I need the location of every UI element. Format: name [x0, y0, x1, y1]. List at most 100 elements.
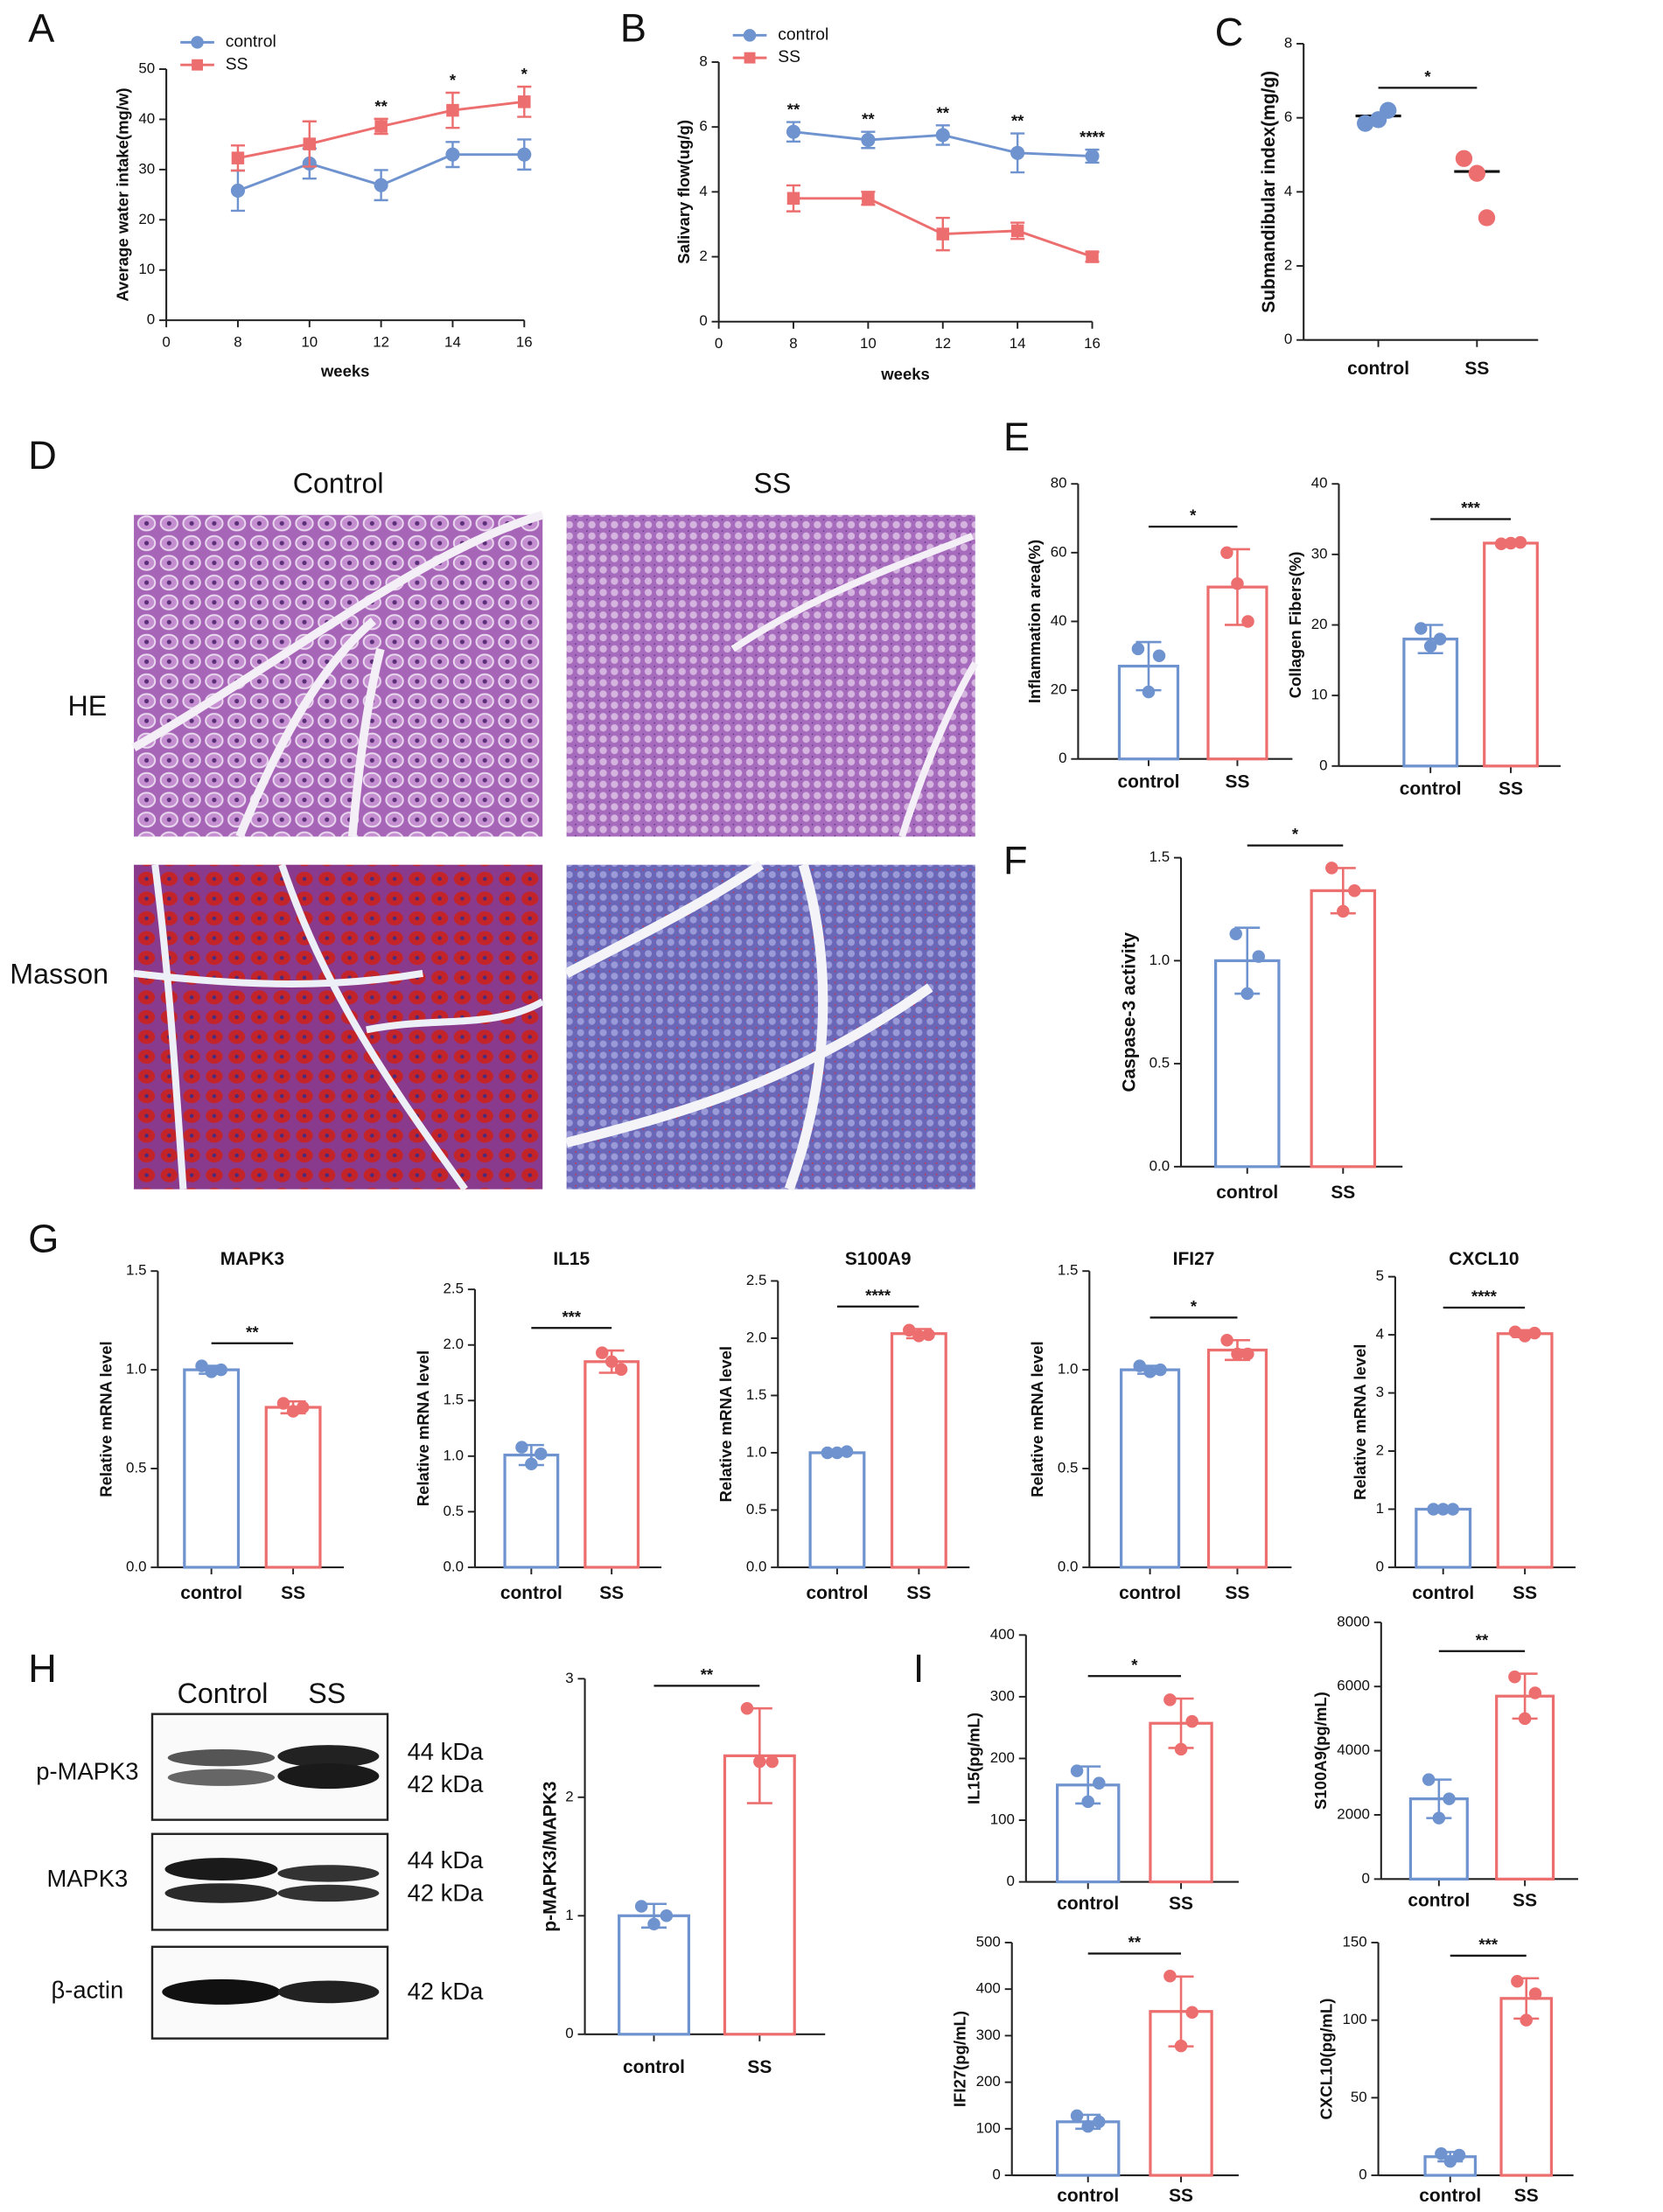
column-header: SS	[308, 1678, 346, 1709]
blot-band	[277, 1763, 380, 1790]
masson-ss-image	[566, 864, 975, 1190]
data-point	[1081, 2119, 1094, 2133]
y-tick-label: 0.0	[444, 1558, 465, 1574]
y-tick-label: 2	[699, 248, 707, 264]
band-size: 44 kDa	[408, 1846, 485, 1874]
data-point	[614, 1363, 628, 1376]
tissue-fiber	[131, 511, 544, 839]
bar	[1402, 638, 1459, 768]
data-point	[214, 1363, 228, 1377]
panel-label: D	[28, 433, 57, 478]
x-tick-label: control	[1408, 1891, 1470, 1911]
data-point	[1435, 2146, 1448, 2160]
y-tick-label: 6	[1284, 108, 1292, 125]
significance: ****	[1080, 128, 1106, 146]
band-size: 42 kDa	[408, 1770, 485, 1797]
y-tick-label: 2.0	[444, 1336, 465, 1352]
data-point	[1131, 642, 1145, 656]
data-point	[1229, 927, 1242, 941]
data-point	[596, 1346, 609, 1359]
data-point	[525, 1457, 538, 1470]
x-tick-label: SS	[1331, 1183, 1355, 1203]
x-tick-label: SS	[281, 1583, 305, 1603]
y-tick-label: 50	[138, 59, 155, 76]
data-point	[1241, 1347, 1254, 1361]
y-tick-label: 0	[699, 312, 707, 329]
blot-band	[277, 1884, 380, 1902]
x-tick-label: SS	[1513, 1583, 1537, 1603]
data-point	[515, 1441, 528, 1454]
y-tick-label: 0.5	[746, 1501, 767, 1518]
histology-images	[131, 511, 979, 1192]
y-axis-label: Collagen Fibers(%)	[1286, 552, 1304, 699]
marker	[1010, 145, 1025, 160]
x-axis-label: weeks	[320, 362, 370, 380]
data-point	[1174, 2039, 1188, 2053]
data-point	[647, 1917, 660, 1931]
y-tick-label: 3	[1376, 1384, 1384, 1400]
data-point	[634, 1900, 648, 1913]
y-axis-label: Average water intake(mg/w)	[114, 87, 132, 301]
chart-title: IFI27	[1173, 1249, 1215, 1269]
data-point	[830, 1446, 844, 1460]
y-tick-label: 4000	[1337, 1741, 1370, 1758]
western-blot	[150, 1713, 389, 2040]
significance: **	[937, 103, 950, 122]
blot-band	[277, 1745, 380, 1768]
marker	[935, 128, 950, 143]
data-point	[1070, 1764, 1084, 1777]
y-tick-label: 2.0	[746, 1329, 767, 1345]
y-axis-label: Relative mRNA level	[1028, 1341, 1046, 1497]
y-tick-label: 1	[565, 1907, 573, 1923]
x-axis-label: weeks	[880, 365, 930, 383]
data-point	[660, 1909, 674, 1922]
y-tick-label: 0	[1059, 750, 1066, 766]
data-point	[276, 1397, 290, 1410]
legend-label: SS	[778, 47, 800, 66]
y-axis-label: Relative mRNA level	[414, 1350, 432, 1506]
data-point	[903, 1323, 916, 1337]
panel-label: B	[620, 5, 646, 50]
legend-marker	[744, 52, 756, 64]
x-tick-label: SS	[1464, 359, 1489, 379]
data-point	[1455, 150, 1473, 167]
data-point	[1513, 535, 1527, 549]
y-tick-label: 1.0	[746, 1443, 767, 1460]
y-axis-label: p-MAPK3/MAPK3	[540, 1781, 560, 1931]
panel-label: F	[1003, 838, 1028, 883]
x-tick-label: control	[180, 1583, 242, 1603]
data-point	[1369, 111, 1387, 129]
data-point	[1494, 537, 1508, 551]
data-point	[1443, 2154, 1457, 2168]
chart-title: S100A9	[845, 1249, 912, 1269]
y-tick-label: 60	[1051, 543, 1067, 560]
y-tick-label: 40	[1051, 612, 1067, 629]
y-tick-label: 1.5	[1149, 848, 1170, 865]
blot-band	[167, 1748, 276, 1767]
significance: *	[1424, 67, 1431, 86]
data-point	[1520, 2013, 1533, 2027]
y-axis-label: Relative mRNA level	[1351, 1344, 1369, 1500]
y-axis-label: Submandibular index(mg/g)	[1259, 71, 1279, 313]
tissue-fiber	[564, 861, 933, 1191]
data-point	[1528, 1686, 1542, 1699]
panel-label: C	[1215, 10, 1244, 54]
y-tick-label: 2	[1376, 1441, 1384, 1458]
data-point	[1415, 622, 1428, 635]
data-point	[1468, 164, 1486, 182]
data-point	[1423, 639, 1437, 652]
y-tick-label: 200	[976, 2073, 1001, 2090]
data-point	[1508, 1670, 1521, 1684]
x-tick-label: control	[1119, 1583, 1181, 1603]
y-tick-label: 2.5	[746, 1272, 767, 1288]
y-tick-label: 8	[1284, 34, 1292, 51]
y-axis-label: IL15(pg/mL)	[965, 1713, 983, 1804]
data-point	[1357, 115, 1374, 132]
legend-label: SS	[226, 54, 248, 73]
data-point	[1511, 1975, 1524, 1988]
marker	[862, 192, 875, 206]
data-point	[1231, 1347, 1244, 1361]
y-tick-label: 1.0	[1058, 1361, 1079, 1378]
tissue-fiber	[730, 533, 979, 838]
significance: ***	[1478, 1936, 1498, 1954]
